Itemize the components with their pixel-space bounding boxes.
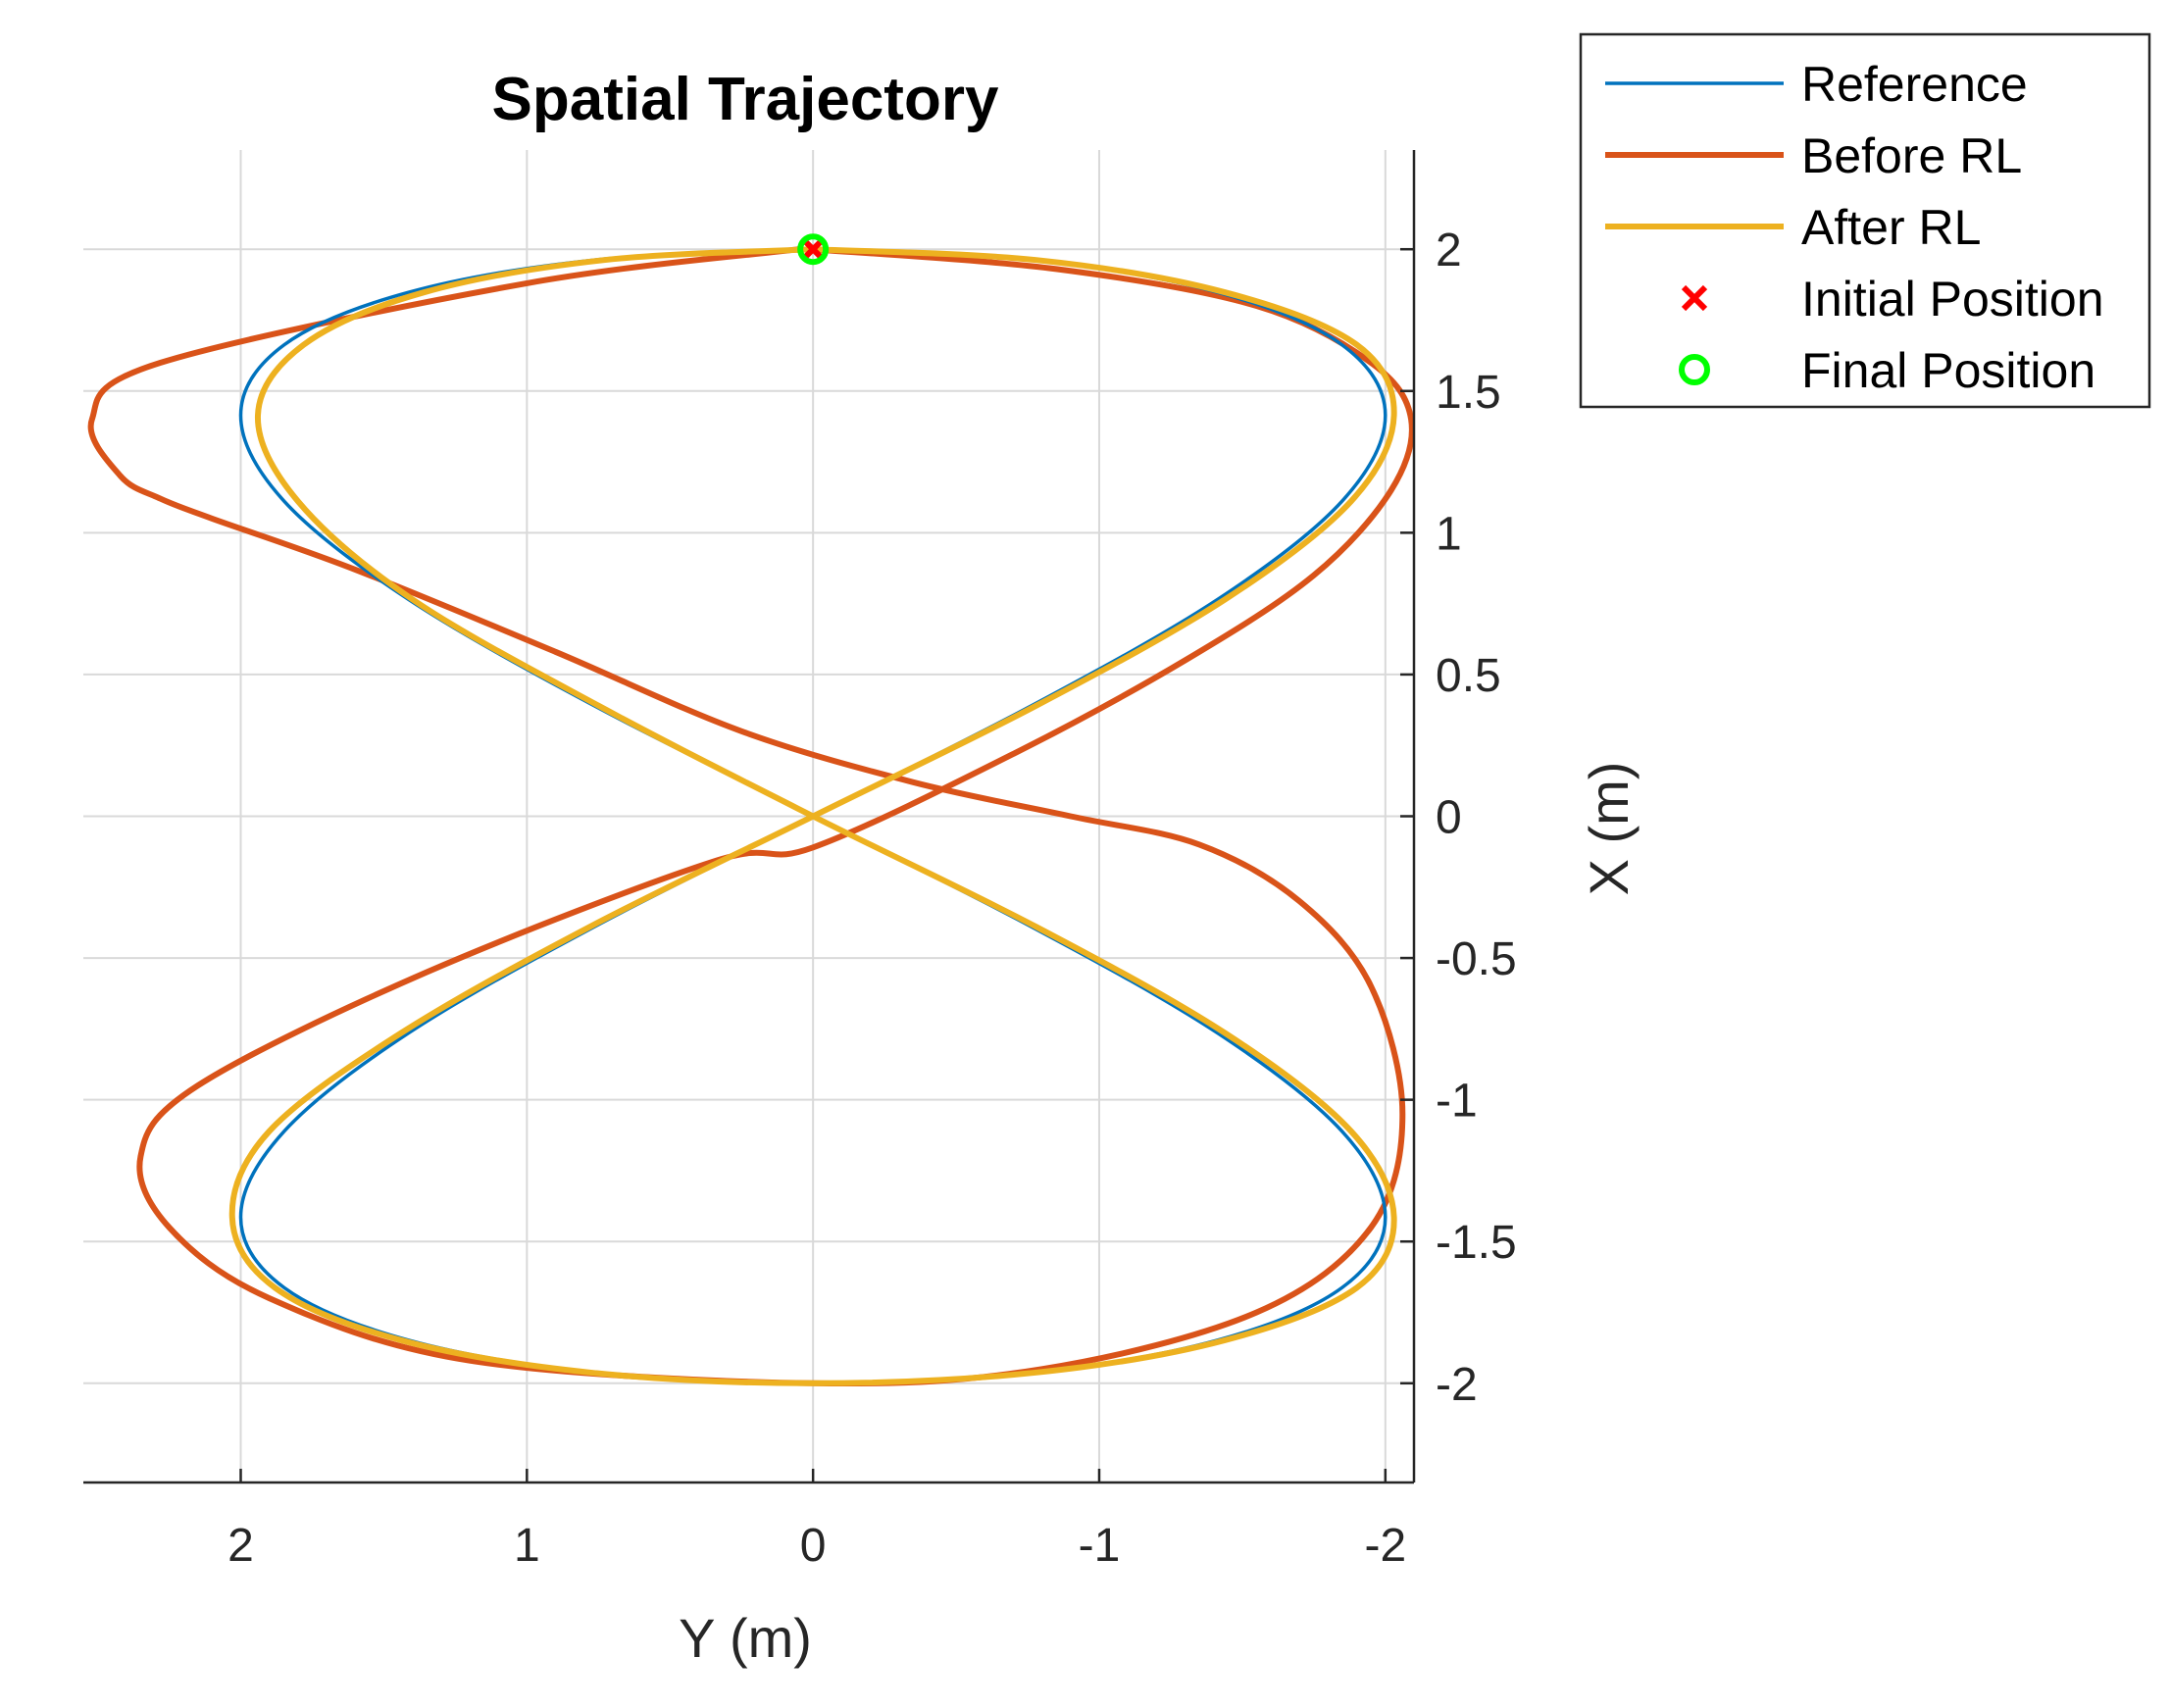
legend-entry: Reference [1605, 57, 2028, 112]
x-axis-label: Y (m) [679, 1607, 812, 1669]
legend-entry: After RL [1605, 200, 1981, 255]
legend-label: After RL [1801, 200, 1981, 255]
initial-position-legend-marker [1681, 284, 1708, 312]
legend-label: Before RL [1801, 128, 2022, 183]
legend-label: Initial Position [1801, 272, 2104, 327]
chart-title: Spatial Trajectory [492, 66, 999, 133]
marker-stroke [1681, 284, 1708, 312]
tick-labels: 2 1 0 -1 -2 2 1.5 1 0.5 0 -0.5 -1 -1.5 -2 [227, 225, 1517, 1572]
legend-entry: Before RL [1605, 128, 2022, 183]
y-tick-label: -1 [1436, 1076, 1478, 1128]
y-tick-label: -0.5 [1436, 933, 1517, 985]
plot-area [87, 233, 1415, 1387]
y-tick-label: 1.5 [1436, 367, 1501, 419]
grid-lines [83, 150, 1414, 1482]
legend-entry: Final Position [1679, 343, 2095, 398]
x-tick-label: -2 [1364, 1520, 1406, 1572]
legend: Reference Before RL After RL Initial Positi… [1579, 32, 2151, 409]
y-axis-label: X (m) [1578, 762, 1640, 896]
final-position-legend-marker [1679, 354, 1710, 385]
y-tick-label: 2 [1436, 225, 1462, 276]
legend-label: Reference [1801, 57, 2028, 112]
legend-label: Final Position [1801, 343, 2095, 398]
x-tick-label: 2 [227, 1520, 254, 1572]
y-tick-label: 1 [1436, 508, 1462, 560]
y-tick-label: 0.5 [1436, 650, 1501, 702]
x-tick-label: -1 [1079, 1520, 1121, 1572]
final-position-marker [797, 233, 830, 266]
x-tick-label: 1 [514, 1520, 540, 1572]
legend-box [1579, 32, 2151, 409]
x-tick-label: 0 [800, 1520, 827, 1572]
series-line-after-rl [228, 246, 1397, 1386]
y-tick-label: 0 [1436, 792, 1462, 844]
legend-entry: Initial Position [1681, 272, 2104, 327]
y-tick-label: -2 [1436, 1359, 1478, 1411]
y-tick-label: -1.5 [1436, 1217, 1517, 1269]
axes [83, 150, 1416, 1484]
